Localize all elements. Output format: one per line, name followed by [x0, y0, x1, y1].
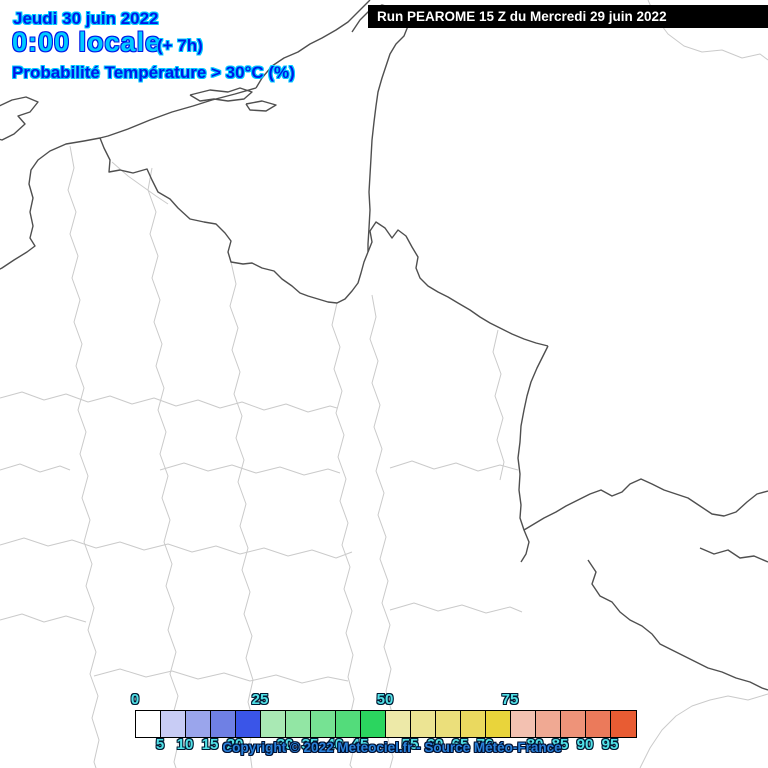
- date-label: Jeudi 30 juin 2022: [13, 9, 159, 28]
- time-offset-label: (+ 7h): [157, 36, 203, 55]
- run-banner: Run PEAROME 15 Z du Mercredi 29 juin 202…: [368, 5, 768, 28]
- time-label: 0:00 locale: [12, 27, 162, 57]
- map-subtitle-label: Probabilité Température > 30°C (%): [12, 63, 295, 82]
- country-border-paths: [0, 0, 768, 691]
